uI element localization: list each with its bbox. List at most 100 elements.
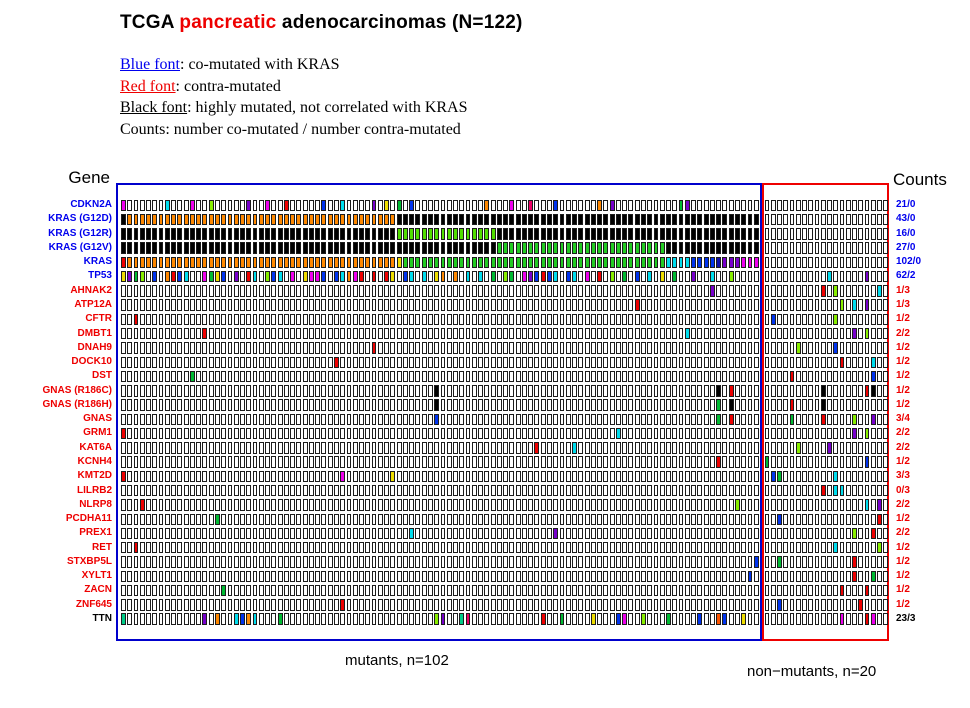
grid-cell [252, 328, 258, 340]
grid-cell [371, 342, 377, 354]
grid-cell [622, 299, 628, 311]
grid-cell [691, 328, 696, 340]
grid-cell [802, 556, 807, 568]
grid-cell [296, 570, 302, 582]
grid-cell [547, 299, 552, 311]
grid-cell [833, 299, 839, 311]
grid-cell [528, 556, 534, 568]
grid-cell [615, 285, 621, 297]
grid-cell [659, 342, 665, 354]
grid-cell [628, 199, 634, 211]
grid-cell [133, 356, 139, 368]
grid-cell [722, 270, 728, 283]
grid-cell [684, 613, 690, 625]
grid-cell [152, 356, 158, 368]
grid-cell [440, 556, 446, 568]
grid-cell [139, 342, 145, 354]
grid-cell [315, 470, 321, 483]
grid-cell [152, 256, 158, 269]
grid-cell [277, 328, 283, 340]
grid-cell [365, 470, 371, 483]
grid-cell [808, 342, 814, 354]
grid-cell [158, 584, 164, 597]
grid-cell [659, 299, 665, 311]
grid-cell [590, 342, 596, 354]
grid-cell [152, 584, 158, 597]
grid-cell [296, 442, 302, 454]
grid-cell [641, 228, 646, 240]
grid-cell [503, 613, 509, 625]
grid-cell [528, 413, 534, 426]
grid-cell [578, 513, 584, 525]
grid-cell [334, 199, 339, 211]
grid-cell [465, 599, 471, 611]
grid-cell [839, 413, 845, 426]
grid-cell [709, 270, 715, 283]
grid-cell [584, 456, 590, 468]
grid-cell [496, 299, 502, 311]
grid-cell [265, 485, 270, 497]
grid-cell [777, 199, 782, 211]
grid-cell [183, 542, 189, 554]
grid-cell [384, 313, 390, 326]
grid-cell [139, 556, 145, 568]
grid-cell [647, 299, 653, 311]
grid-cell [396, 613, 402, 625]
grid-cell [277, 470, 283, 483]
grid-cell [534, 499, 540, 511]
grid-cell [808, 413, 814, 426]
grid-cell [883, 299, 889, 311]
grid-cell [371, 199, 377, 211]
grid-cell [371, 442, 377, 454]
grid-cell [845, 556, 851, 568]
grid-cell [496, 613, 502, 625]
grid-cell [615, 584, 621, 597]
grid-cell [290, 228, 296, 240]
grid-cell [515, 513, 521, 525]
grid-cell [864, 527, 870, 540]
grid-cell [340, 370, 346, 383]
grid-cell [716, 456, 722, 468]
grid-cell [641, 370, 646, 383]
grid-cell [427, 228, 433, 240]
grid-cell [277, 599, 283, 611]
grid-cell [777, 599, 782, 611]
grid-cell [833, 427, 839, 440]
grid-cell [296, 613, 302, 625]
grid-cell [390, 513, 396, 525]
grid-cell [478, 613, 483, 625]
grid-cell [478, 199, 483, 211]
grid-cell [802, 442, 807, 454]
grid-cell [747, 570, 753, 582]
grid-cell [770, 556, 776, 568]
grid-cell [852, 328, 857, 340]
grid-cell [265, 513, 270, 525]
grid-cell [214, 456, 220, 468]
grid-cell [296, 299, 302, 311]
grid-cell [421, 599, 427, 611]
grid-cell [471, 456, 477, 468]
grid-cell [384, 470, 390, 483]
grid-cell [716, 556, 722, 568]
grid-cell [340, 328, 346, 340]
grid-cell [770, 242, 776, 254]
grid-cell [653, 213, 659, 226]
grid-cell [409, 328, 415, 340]
grid-cell [158, 385, 164, 397]
grid-cell [883, 499, 889, 511]
grid-cell [777, 342, 782, 354]
grid-cell [534, 527, 540, 540]
grid-cell [171, 228, 176, 240]
grid-cell [440, 356, 446, 368]
grid-cell [634, 542, 640, 554]
grid-cell [540, 599, 546, 611]
grid-cell [870, 213, 876, 226]
grid-cell [634, 385, 640, 397]
grid-cell [728, 199, 734, 211]
grid-cell [227, 613, 233, 625]
grid-cell [659, 485, 665, 497]
grid-cell [534, 399, 540, 411]
grid-cell [302, 442, 308, 454]
grid-cell [877, 228, 882, 240]
grid-cell [271, 570, 277, 582]
